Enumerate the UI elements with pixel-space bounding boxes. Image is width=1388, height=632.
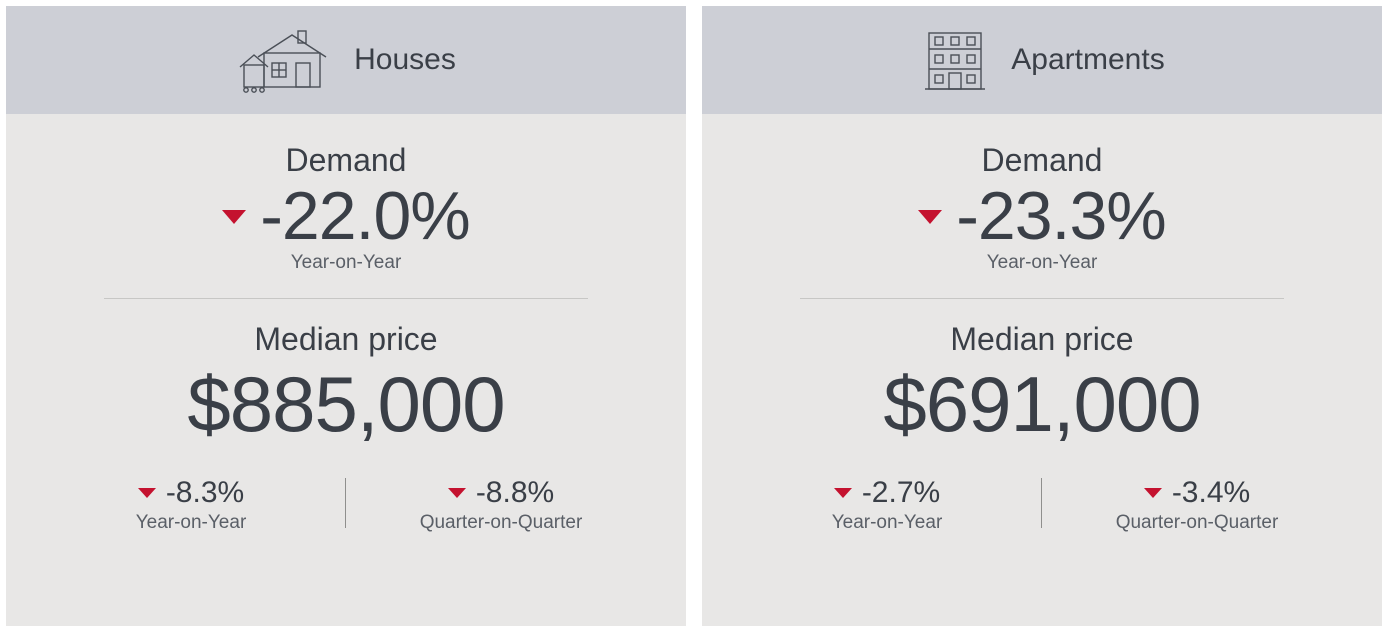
- trend-down-icon: [222, 210, 246, 224]
- houses-stat-yoy-value: -8.3%: [166, 476, 244, 510]
- houses-demand-section: Demand -22.0% Year-on-Year: [36, 142, 656, 274]
- house-icon: [236, 27, 334, 93]
- apartments-stats-row: -2.7% Year-on-Year -3.4% Quarter-on-Quar…: [732, 476, 1352, 534]
- trend-down-icon: [138, 488, 156, 498]
- apartments-demand-row: -23.3%: [918, 181, 1165, 252]
- apartments-card-header: Apartments: [702, 6, 1382, 114]
- divider: [800, 298, 1284, 299]
- apartments-stat-yoy-label: Year-on-Year: [832, 512, 943, 534]
- trend-down-icon: [1144, 488, 1162, 498]
- apartments-demand-period: Year-on-Year: [987, 252, 1098, 274]
- apartments-demand-section: Demand -23.3% Year-on-Year: [732, 142, 1352, 274]
- houses-stat-qoq-label: Quarter-on-Quarter: [420, 512, 583, 534]
- trend-down-icon: [448, 488, 466, 498]
- houses-card: Houses Demand -22.0% Year-on-Year Median…: [6, 6, 686, 626]
- houses-demand-period: Year-on-Year: [291, 252, 402, 274]
- houses-demand-label: Demand: [286, 142, 407, 179]
- houses-median-section: Median price $885,000 -8.3% Year-on-Year: [36, 321, 656, 534]
- houses-stat-yoy: -8.3% Year-on-Year: [36, 476, 346, 534]
- houses-card-body: Demand -22.0% Year-on-Year Median price …: [6, 114, 686, 626]
- trend-down-icon: [918, 210, 942, 224]
- divider: [104, 298, 588, 299]
- houses-title: Houses: [354, 43, 456, 77]
- apartments-stat-qoq: -3.4% Quarter-on-Quarter: [1042, 476, 1352, 534]
- apartments-stat-qoq-value: -3.4%: [1172, 476, 1250, 510]
- apartments-card: Apartments Demand -23.3% Year-on-Year Me…: [702, 6, 1382, 626]
- apartments-title: Apartments: [1011, 43, 1164, 77]
- trend-down-icon: [834, 488, 852, 498]
- houses-median-label: Median price: [254, 321, 437, 358]
- apartments-demand-label: Demand: [982, 142, 1103, 179]
- houses-stats-row: -8.3% Year-on-Year -8.8% Quarter-on-Quar…: [36, 476, 656, 534]
- apartments-stat-yoy: -2.7% Year-on-Year: [732, 476, 1042, 534]
- houses-stat-qoq: -8.8% Quarter-on-Quarter: [346, 476, 656, 534]
- apartment-icon: [919, 27, 991, 93]
- apartments-demand-value: -23.3%: [956, 181, 1165, 252]
- apartments-median-section: Median price $691,000 -2.7% Year-on-Year: [732, 321, 1352, 534]
- houses-demand-value: -22.0%: [260, 181, 469, 252]
- cards-container: Houses Demand -22.0% Year-on-Year Median…: [0, 0, 1388, 632]
- apartments-median-value: $691,000: [883, 364, 1200, 446]
- houses-stat-yoy-label: Year-on-Year: [136, 512, 247, 534]
- apartments-card-body: Demand -23.3% Year-on-Year Median price …: [702, 114, 1382, 626]
- apartments-stat-qoq-label: Quarter-on-Quarter: [1116, 512, 1279, 534]
- houses-median-value: $885,000: [187, 364, 504, 446]
- houses-stat-qoq-value: -8.8%: [476, 476, 554, 510]
- apartments-median-label: Median price: [950, 321, 1133, 358]
- houses-demand-row: -22.0%: [222, 181, 469, 252]
- apartments-stat-yoy-value: -2.7%: [862, 476, 940, 510]
- houses-card-header: Houses: [6, 6, 686, 114]
